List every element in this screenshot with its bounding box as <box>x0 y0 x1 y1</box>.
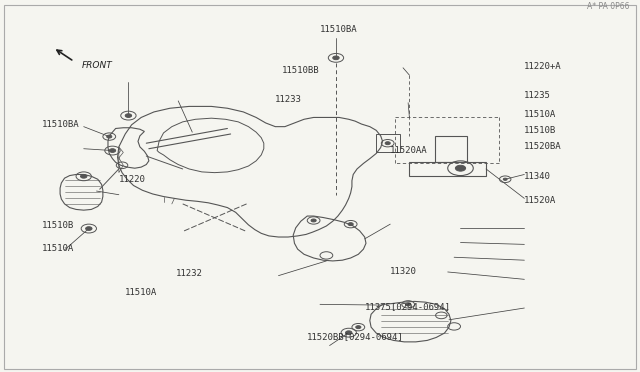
Circle shape <box>86 227 92 230</box>
Text: 11520BA: 11520BA <box>524 142 562 151</box>
Text: 11375[0294-0694]: 11375[0294-0694] <box>365 302 451 311</box>
Text: 11520A: 11520A <box>524 196 557 205</box>
Text: 11510BB: 11510BB <box>282 66 319 75</box>
Text: 11220: 11220 <box>119 176 146 185</box>
Circle shape <box>503 178 507 180</box>
Text: FRONT: FRONT <box>82 61 113 70</box>
Circle shape <box>356 326 361 328</box>
Text: 11520BB[0294-0694]: 11520BB[0294-0694] <box>307 332 404 341</box>
Circle shape <box>456 165 466 171</box>
Text: 11510BA: 11510BA <box>320 25 358 33</box>
Circle shape <box>346 331 352 334</box>
Text: 11510A: 11510A <box>125 288 157 297</box>
Circle shape <box>406 303 411 306</box>
Circle shape <box>109 149 116 153</box>
Circle shape <box>125 114 132 118</box>
Text: A* PA 0P66: A* PA 0P66 <box>588 3 630 12</box>
Text: 11510BA: 11510BA <box>42 120 80 129</box>
Text: 11510A: 11510A <box>524 110 557 119</box>
Circle shape <box>81 174 87 178</box>
Text: 11340: 11340 <box>524 172 551 181</box>
Circle shape <box>311 219 316 222</box>
Text: 11510A: 11510A <box>42 244 74 253</box>
Text: 11320: 11320 <box>390 267 417 276</box>
Text: 11220+A: 11220+A <box>524 62 562 71</box>
Text: 11510B: 11510B <box>42 221 74 231</box>
Text: 11233: 11233 <box>275 94 302 103</box>
Text: 11235: 11235 <box>524 91 551 100</box>
Circle shape <box>385 142 390 145</box>
Text: 11232: 11232 <box>176 269 203 278</box>
Circle shape <box>348 223 353 225</box>
Circle shape <box>107 135 112 138</box>
Text: 11520AA: 11520AA <box>390 146 428 155</box>
Text: 11510B: 11510B <box>524 126 557 135</box>
Circle shape <box>333 56 339 60</box>
